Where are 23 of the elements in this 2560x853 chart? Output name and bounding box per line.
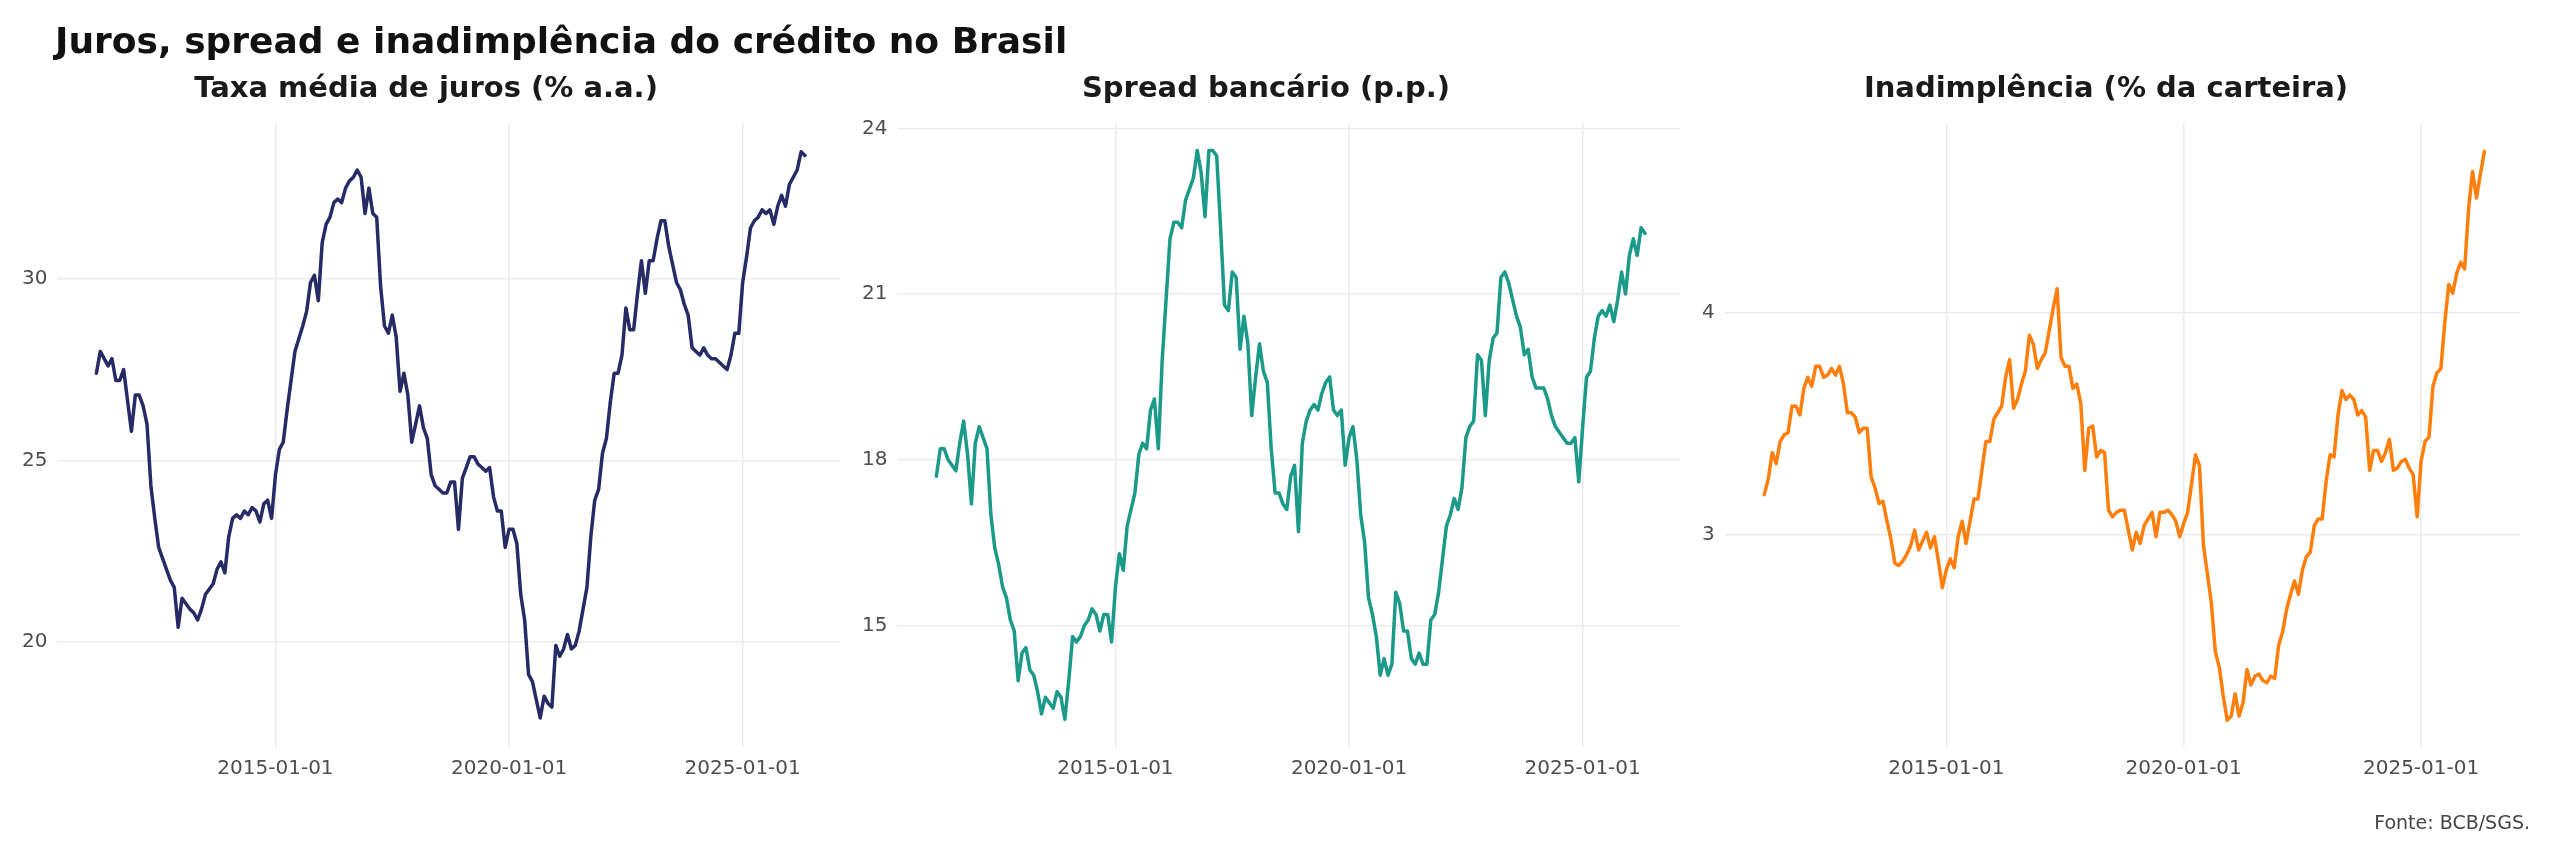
text: Juros, spread e inadimplência do crédito no Brasil [55, 20, 1068, 61]
source-note: Fonte: BCB/SGS. [2374, 811, 2530, 833]
y-tick-label: 3 [1701, 520, 1715, 545]
x-tick-label: 2015-01-01 [217, 755, 334, 780]
x-tick-label: 2025-01-01 [1524, 755, 1641, 780]
y-tick-label: 21 [862, 280, 888, 305]
y-tick-label: 20 [22, 627, 48, 652]
x-tick-label: 2015-01-01 [1888, 755, 2005, 780]
x-tick-label: 2020-01-01 [1290, 755, 1408, 780]
x-tick-label: 2025-01-01 [2362, 755, 2480, 780]
chart-title: Inadimplência (% da carteira) [1863, 69, 2349, 104]
y-tick-label: 18 [862, 445, 888, 470]
y-tick-label: 25 [22, 446, 48, 471]
chart-title: Taxa média de juros (% a.a.) [194, 69, 658, 104]
x-tick-label: 2020-01-01 [2125, 755, 2242, 780]
y-tick-label: 15 [862, 611, 888, 636]
x-tick-label: 2025-01-01 [684, 755, 801, 780]
x-tick-label: 2015-01-01 [1057, 755, 1174, 780]
x-tick-label: 2020-01-01 [450, 755, 568, 780]
chart-title: Spread bancário (p.p.) [1081, 69, 1451, 104]
y-tick-label: 4 [1701, 299, 1715, 324]
y-tick-label: 30 [22, 265, 48, 290]
y-tick-label: 24 [862, 114, 888, 139]
